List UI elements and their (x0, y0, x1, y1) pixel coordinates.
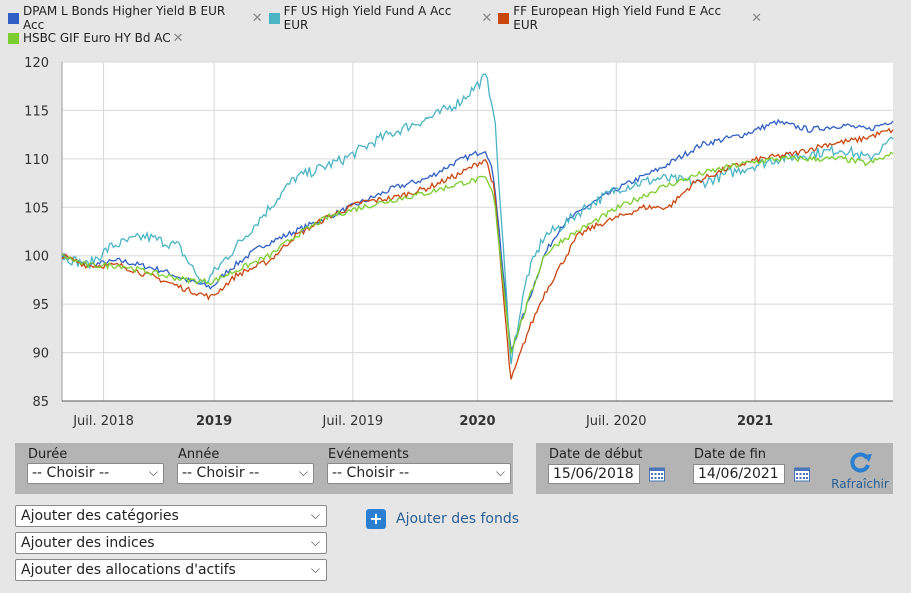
start-date-label: Date de début (549, 447, 643, 462)
start-date-input[interactable]: 15/06/2018 (548, 464, 640, 484)
add-allocations-select[interactable]: Ajouter des allocations d'actifs ⌵ (15, 559, 327, 581)
remove-series-icon[interactable]: ✕ (172, 30, 184, 46)
refresh-icon (850, 452, 872, 473)
duration-label: Durée (28, 447, 68, 462)
y-tick-label: 110 (24, 153, 49, 168)
remove-series-icon[interactable]: ✕ (751, 10, 762, 26)
y-tick-label: 85 (32, 395, 49, 410)
legend-item-hsbc: HSBC GIF Euro HY Bd AC ✕ (8, 31, 184, 46)
series-line-3 (61, 151, 894, 356)
add-funds-label: Ajouter des fonds (396, 511, 520, 527)
legend-swatch (8, 32, 19, 44)
chevron-down-icon: ⌵ (310, 562, 320, 576)
legend-label: HSBC GIF Euro HY Bd AC (23, 31, 171, 45)
y-tick-label: 95 (32, 298, 49, 313)
year-value: -- Choisir -- (182, 465, 260, 481)
add-funds-button[interactable]: + Ajouter des fonds (366, 509, 519, 529)
chevron-down-icon: ⌵ (310, 535, 320, 549)
series-line-1 (61, 73, 894, 365)
x-tick-label: 2020 (459, 414, 495, 429)
x-tick-label: 2019 (196, 414, 232, 429)
add-categories-select[interactable]: Ajouter des catégories ⌵ (15, 505, 327, 527)
calendar-icon[interactable] (794, 466, 810, 482)
refresh-button[interactable]: Rafraîchir (830, 450, 890, 491)
events-value: -- Choisir -- (332, 465, 410, 481)
add-indices-select[interactable]: Ajouter des indices ⌵ (15, 532, 327, 554)
legend-swatch (268, 12, 280, 24)
legend-swatch (8, 12, 19, 24)
year-label: Année (178, 447, 220, 462)
events-select[interactable]: -- Choisir -- ⌵ (327, 463, 511, 484)
chevron-down-icon: ⌵ (148, 465, 158, 479)
y-tick-label: 105 (24, 201, 49, 216)
year-select[interactable]: -- Choisir -- ⌵ (177, 463, 314, 484)
x-tick-label: Juil. 2019 (322, 414, 384, 429)
add-allocations-label: Ajouter des allocations d'actifs (21, 562, 236, 578)
x-tick-label: 2021 (737, 414, 773, 429)
add-indices-label: Ajouter des indices (21, 535, 155, 551)
refresh-label: Rafraîchir (831, 477, 889, 491)
end-date-label: Date de fin (694, 447, 767, 462)
series-line-0 (61, 118, 894, 352)
legend-item-dpam: DPAM L Bonds Higher Yield B EUR Acc ✕ (8, 4, 263, 32)
x-tick-label: Juil. 2018 (72, 414, 134, 429)
legend-label: FF US High Yield Fund A Acc EUR (283, 4, 452, 32)
remove-series-icon[interactable]: ✕ (481, 10, 493, 26)
performance-chart: 120 115 110 105 100 95 90 85 Juil. 2018 2019 Juil.… (24, 56, 894, 429)
y-tick-label: 100 (24, 250, 49, 265)
chart-legend: DPAM L Bonds Higher Yield B EUR Acc ✕ FF… (8, 4, 768, 48)
legend-swatch (498, 12, 510, 24)
y-tick-label: 115 (24, 104, 49, 119)
chevron-down-icon: ⌵ (495, 465, 505, 479)
add-categories-label: Ajouter des catégories (21, 508, 179, 524)
legend-item-ff-european: FF European High Yield Fund E Acc EUR ✕ (498, 4, 762, 32)
duration-select[interactable]: -- Choisir -- ⌵ (27, 463, 164, 484)
y-tick-label: 120 (24, 56, 49, 71)
calendar-icon[interactable] (649, 466, 665, 482)
x-tick-label: Juil. 2020 (585, 414, 647, 429)
plus-icon: + (366, 509, 386, 529)
series-line-2 (61, 127, 894, 380)
events-label: Evénements (328, 447, 409, 462)
legend-item-ff-us: FF US High Yield Fund A Acc EUR ✕ (268, 4, 493, 32)
y-tick-label: 90 (32, 347, 49, 362)
chevron-down-icon: ⌵ (310, 508, 320, 522)
duration-value: -- Choisir -- (32, 465, 110, 481)
legend-label: DPAM L Bonds Higher Yield B EUR Acc (22, 4, 226, 32)
legend-label: FF European High Yield Fund E Acc EUR (513, 4, 722, 32)
chevron-down-icon: ⌵ (298, 465, 308, 479)
end-date-input[interactable]: 14/06/2021 (693, 464, 785, 484)
remove-series-icon[interactable]: ✕ (251, 10, 263, 26)
